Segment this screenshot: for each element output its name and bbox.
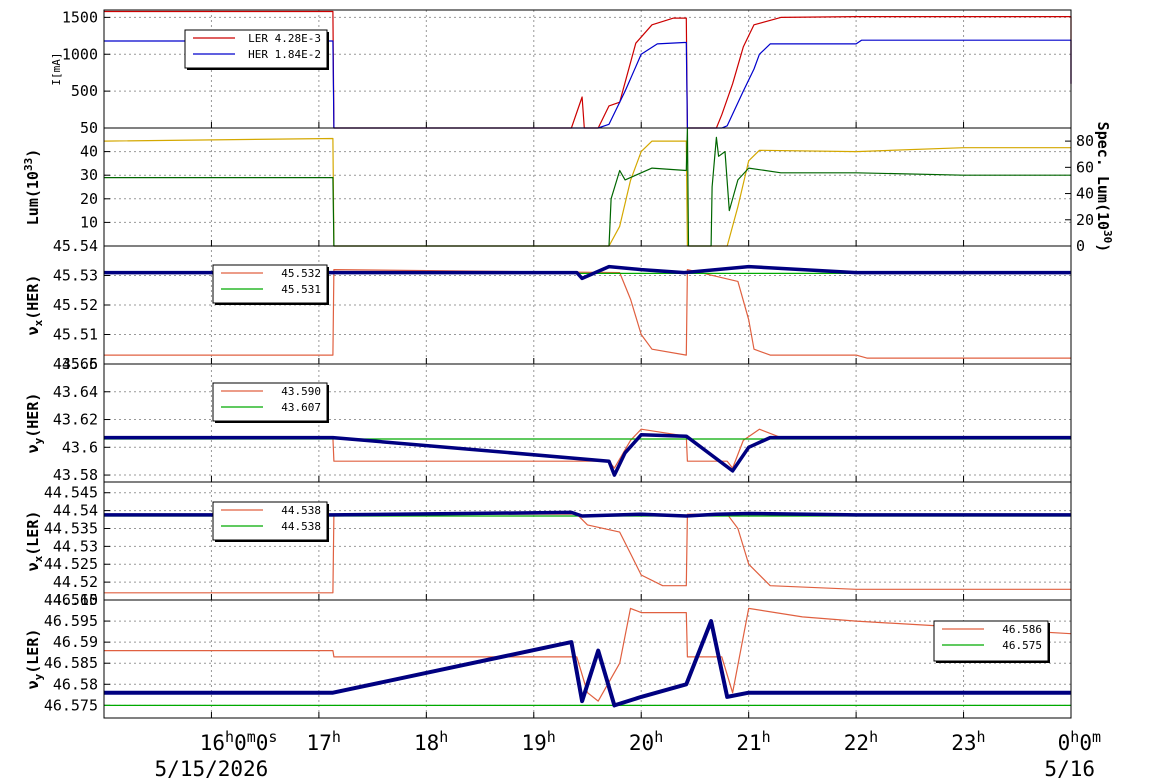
y-tick-label: 46.575 [44, 696, 98, 714]
y-tick-label: 44.515 [44, 591, 98, 609]
y-tick-label: 50 [80, 119, 98, 137]
right-y-tick-label: 20 [1076, 211, 1094, 229]
y-tick-label: 45.53 [53, 267, 98, 285]
x-tick-label: 19h [521, 728, 555, 755]
y-tick-label: 20 [80, 190, 98, 208]
y-tick-label: 10 [80, 213, 98, 231]
y-tick-label: 1000 [62, 45, 98, 63]
y-tick-label: 45.54 [53, 237, 98, 255]
series-line-meas [104, 619, 1071, 708]
y-tick-label: 46.58 [53, 675, 98, 693]
x-tick-label: 21h [736, 728, 770, 755]
x-tick-label: 20h [629, 728, 663, 755]
legend-label: 45.531 [281, 283, 321, 296]
right-y-tick-label: 60 [1076, 158, 1094, 176]
x-tick-label: 18h [414, 728, 448, 755]
y-tick-label: 46.59 [53, 633, 98, 651]
y-tick-label: 43.58 [53, 466, 98, 484]
legend-label: 43.590 [281, 385, 321, 398]
y-tick-label: 44.535 [44, 519, 98, 537]
y-axis-title: Lum(1033) [22, 149, 42, 225]
y-tick-label: 40 [80, 143, 98, 161]
legend-label: 44.538 [281, 504, 321, 517]
series-line-lum [104, 127, 1071, 247]
panel-frame [103, 599, 1072, 719]
y-tick-label: 44.53 [53, 537, 98, 555]
y-tick-label: 43.64 [53, 383, 98, 401]
y-tick-label: 43.62 [53, 411, 98, 429]
legend-label: 46.575 [1002, 639, 1042, 652]
legend-label: 45.532 [281, 267, 321, 280]
y-tick-label: 46.595 [44, 612, 98, 630]
legend-label: 43.607 [281, 401, 321, 414]
legend-label: HER 1.84E-2 [248, 48, 321, 61]
right-y-tick-label: 0 [1076, 237, 1085, 255]
date-label: 5/16 [1044, 757, 1095, 781]
y-tick-label: 44.52 [53, 573, 98, 591]
x-tick-label: 23h [951, 728, 985, 755]
y-axis-title: I[mA] [50, 52, 63, 85]
y-tick-label: 45.5 [62, 355, 98, 373]
panel-frame [103, 127, 1072, 247]
series-line-meas [104, 433, 1071, 477]
y-tick-label: 45.51 [53, 326, 98, 344]
right-y-tick-label: 40 [1076, 185, 1094, 203]
series-line-ler [104, 10, 1072, 129]
y-tick-label: 44.545 [44, 484, 98, 502]
legend-box [933, 620, 1049, 662]
series-line-set [104, 428, 1071, 469]
y-tick-label: 43.66 [53, 355, 98, 373]
series-line-spec [103, 137, 1071, 247]
y-tick-label: 500 [71, 82, 98, 100]
y-axis-title: νx(HER) [24, 275, 45, 336]
right-axis-title: Spec. Lum(1030) [1094, 122, 1114, 253]
date-label: 5/15/2026 [155, 757, 269, 781]
x-tick-label: 16h0m0s [200, 728, 278, 755]
x-tick-label: 0h0m [1058, 728, 1101, 755]
legend-label: LER 4.28E-3 [248, 32, 321, 45]
x-tick-label: 17h [307, 728, 341, 755]
y-tick-label: 44.54 [53, 502, 98, 520]
y-tick-label: 46.60 [53, 591, 98, 609]
y-axis-title: νx(LER) [24, 511, 45, 572]
legend-box [212, 382, 328, 422]
legend-label: 46.586 [1002, 623, 1042, 636]
right-y-tick-label: 80 [1076, 132, 1094, 150]
series-line-meas [104, 264, 1071, 281]
legend-box [212, 501, 328, 541]
legend-label: 44.538 [281, 520, 321, 533]
y-tick-label: 30 [80, 166, 98, 184]
y-axis-title: νy(HER) [24, 393, 45, 454]
y-tick-label: 45.52 [53, 296, 98, 314]
legend-box [212, 264, 328, 304]
y-tick-label: 46.585 [44, 654, 98, 672]
y-axis-title: νy(LER) [24, 629, 45, 690]
series-line-meas [104, 510, 1071, 518]
x-tick-label: 22h [844, 728, 878, 755]
y-tick-label: 43.6 [62, 438, 98, 456]
y-tick-label: 44.525 [44, 555, 98, 573]
y-tick-label: 1500 [62, 8, 98, 26]
legend-box [184, 29, 328, 69]
